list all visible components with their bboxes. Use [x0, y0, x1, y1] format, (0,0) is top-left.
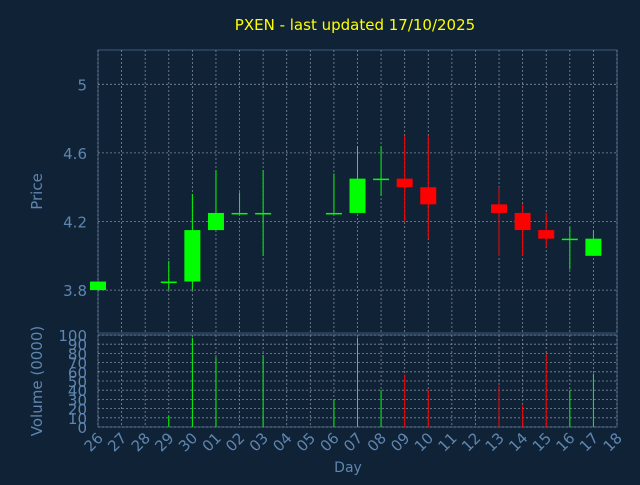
- x-tick-label: 11: [434, 429, 460, 455]
- x-tick-label: 02: [222, 429, 248, 455]
- x-tick-label: 08: [364, 429, 390, 455]
- volume-tick-label: 90: [68, 336, 87, 354]
- candle-body-30: [184, 230, 201, 282]
- chart-title: PXEN - last updated 17/10/2025: [235, 16, 475, 34]
- candle-body-13: [491, 204, 508, 213]
- candle-body-15: [538, 230, 555, 239]
- price-tick-label: 3.8: [63, 282, 87, 300]
- x-tick-label: 04: [269, 429, 295, 455]
- x-axis-label: Day: [334, 460, 362, 476]
- price-tick-label: 4.2: [63, 214, 87, 232]
- candle-body-02: [231, 212, 248, 215]
- candle-body-09: [396, 178, 413, 188]
- volume-tick-label: 80: [68, 345, 87, 363]
- x-tick-label: 12: [458, 429, 484, 455]
- volume-tick-label: 10: [68, 410, 87, 428]
- x-tick-label: 01: [199, 429, 225, 455]
- candle-body-17: [585, 238, 602, 256]
- x-tick-labels: 2627282930010203040506070809101112131415…: [81, 429, 626, 455]
- volume-tick-label: 30: [68, 391, 87, 409]
- volume-bars: [168, 337, 594, 427]
- candle-body-16: [561, 238, 578, 241]
- price-tick-label: 4.6: [63, 145, 87, 163]
- candle-body-26: [90, 281, 106, 291]
- candle-body-06: [325, 212, 342, 215]
- price-tick-label: 5: [77, 76, 87, 94]
- x-tick-label: 28: [128, 429, 154, 455]
- x-tick-label: 15: [529, 429, 555, 455]
- x-tick-label: 30: [175, 429, 201, 455]
- price-axis-label: Price: [28, 173, 46, 210]
- candle-body-14: [514, 212, 531, 231]
- candle-body-08: [373, 178, 390, 181]
- candle-body-29: [160, 281, 177, 284]
- x-tick-label: 06: [317, 429, 343, 455]
- x-tick-label: 16: [552, 429, 578, 455]
- price-y-ticks: 3.8 4.2 4.6 5: [63, 76, 87, 300]
- x-tick-label: 10: [411, 429, 437, 455]
- x-tick-label: 05: [293, 429, 319, 455]
- volume-tick-label: 100: [58, 327, 87, 345]
- x-tick-label: 29: [151, 429, 177, 455]
- candle-body-07: [349, 178, 366, 213]
- x-tick-label: 27: [104, 429, 130, 455]
- volume-tick-label: 60: [68, 364, 87, 382]
- volume-tick-label: 20: [68, 401, 87, 419]
- price-candles: [90, 135, 602, 291]
- x-tick-label: 03: [246, 429, 272, 455]
- volume-axis-label: Volume (0000): [28, 326, 46, 436]
- x-tick-label: 17: [576, 429, 602, 455]
- volume-tick-label: 40: [68, 382, 87, 400]
- candle-body-03: [255, 212, 272, 215]
- volume-tick-label: 70: [68, 355, 87, 373]
- candle-body-01: [207, 212, 224, 231]
- volume-tick-label: 50: [68, 373, 87, 391]
- x-tick-label: 13: [482, 429, 508, 455]
- volume-tick-label: 0: [77, 419, 87, 437]
- x-tick-label: 09: [387, 429, 413, 455]
- x-tick-label: 18: [600, 429, 626, 455]
- candle-body-10: [420, 187, 437, 205]
- x-tick-label: 07: [340, 429, 366, 455]
- x-tick-label: 14: [505, 429, 531, 455]
